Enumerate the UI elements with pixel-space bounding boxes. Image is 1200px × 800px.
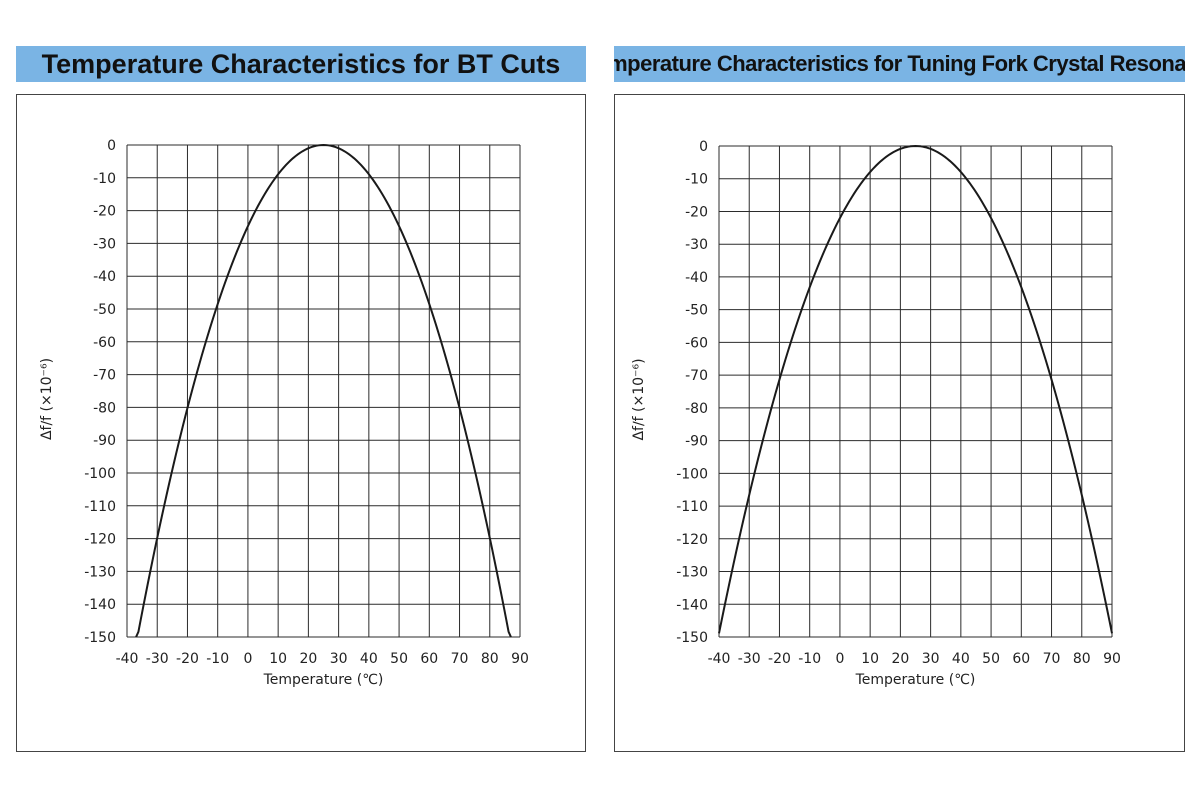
y-tick-label: -50 — [685, 303, 708, 319]
x-tick-label: 40 — [952, 651, 970, 667]
x-tick-label: 30 — [922, 651, 940, 667]
x-tick-label: 70 — [1043, 651, 1061, 667]
x-tick-label: 80 — [1073, 651, 1091, 667]
x-tick-label: 80 — [481, 651, 499, 667]
x-tick-label: 50 — [982, 651, 1000, 667]
x-tick-label: 60 — [420, 651, 438, 667]
y-tick-label: -90 — [93, 433, 116, 449]
y-tick-label: -120 — [676, 532, 708, 548]
y-tick-label: -130 — [676, 565, 708, 581]
y-axis-label: Δf∕f (×10⁻⁶) — [39, 358, 55, 440]
x-tick-label: -20 — [176, 651, 199, 667]
y-tick-label: -80 — [685, 401, 708, 417]
chart-title: Temperature Characteristics for BT Cuts — [16, 46, 586, 82]
x-axis-label: Temperature (℃) — [855, 672, 976, 688]
x-tick-label: 20 — [299, 651, 317, 667]
y-tick-label: -70 — [93, 368, 116, 384]
y-tick-label: -40 — [685, 270, 708, 286]
chart-title: Temperature Characteristics for Tuning F… — [614, 46, 1185, 82]
y-tick-label: -10 — [685, 172, 708, 188]
x-tick-label: -10 — [798, 651, 821, 667]
y-tick-label: -140 — [676, 597, 708, 613]
series-line — [135, 143, 512, 638]
x-tick-label: 90 — [1103, 651, 1121, 667]
x-tick-label: -30 — [738, 651, 761, 667]
y-tick-label: 0 — [699, 139, 708, 155]
y-tick-label: -50 — [93, 302, 116, 318]
y-tick-label: -60 — [685, 335, 708, 351]
x-tick-label: 60 — [1012, 651, 1030, 667]
x-tick-label: -10 — [206, 651, 229, 667]
y-tick-label: -90 — [685, 434, 708, 450]
y-tick-label: -20 — [685, 204, 708, 220]
y-axis-label: Δf∕f (×10⁻⁶) — [631, 358, 647, 440]
y-tick-label: -100 — [84, 466, 116, 482]
y-tick-label: 0 — [107, 138, 116, 154]
y-tick-label: -140 — [84, 597, 116, 613]
y-tick-label: -30 — [93, 236, 116, 252]
x-axis-label: Temperature (℃) — [263, 672, 384, 688]
y-tick-label: -60 — [93, 335, 116, 351]
x-tick-label: -30 — [146, 651, 169, 667]
y-tick-label: -150 — [84, 630, 116, 646]
x-tick-label: -40 — [708, 651, 731, 667]
y-tick-label: -40 — [93, 269, 116, 285]
y-tick-label: -110 — [84, 499, 116, 515]
y-tick-label: -70 — [685, 368, 708, 384]
x-tick-label: 90 — [511, 651, 529, 667]
y-tick-label: -20 — [93, 204, 116, 220]
x-tick-label: 30 — [330, 651, 348, 667]
y-tick-label: -80 — [93, 400, 116, 416]
chart-frame — [16, 94, 586, 752]
x-tick-label: 10 — [861, 651, 879, 667]
x-tick-label: 10 — [269, 651, 287, 667]
y-tick-label: -30 — [685, 237, 708, 253]
x-tick-label: 50 — [390, 651, 408, 667]
y-tick-label: -110 — [676, 499, 708, 515]
y-tick-label: -100 — [676, 466, 708, 482]
x-tick-label: 70 — [451, 651, 469, 667]
y-tick-label: -150 — [676, 630, 708, 646]
x-tick-label: 20 — [891, 651, 909, 667]
y-tick-label: -120 — [84, 532, 116, 548]
chart-frame — [614, 94, 1185, 752]
series-line — [718, 144, 1113, 634]
y-tick-label: -130 — [84, 564, 116, 580]
x-tick-label: -40 — [116, 651, 139, 667]
x-tick-label: 40 — [360, 651, 378, 667]
x-tick-label: -20 — [768, 651, 791, 667]
x-tick-label: 0 — [243, 651, 252, 667]
x-tick-label: 0 — [835, 651, 844, 667]
y-tick-label: -10 — [93, 171, 116, 187]
